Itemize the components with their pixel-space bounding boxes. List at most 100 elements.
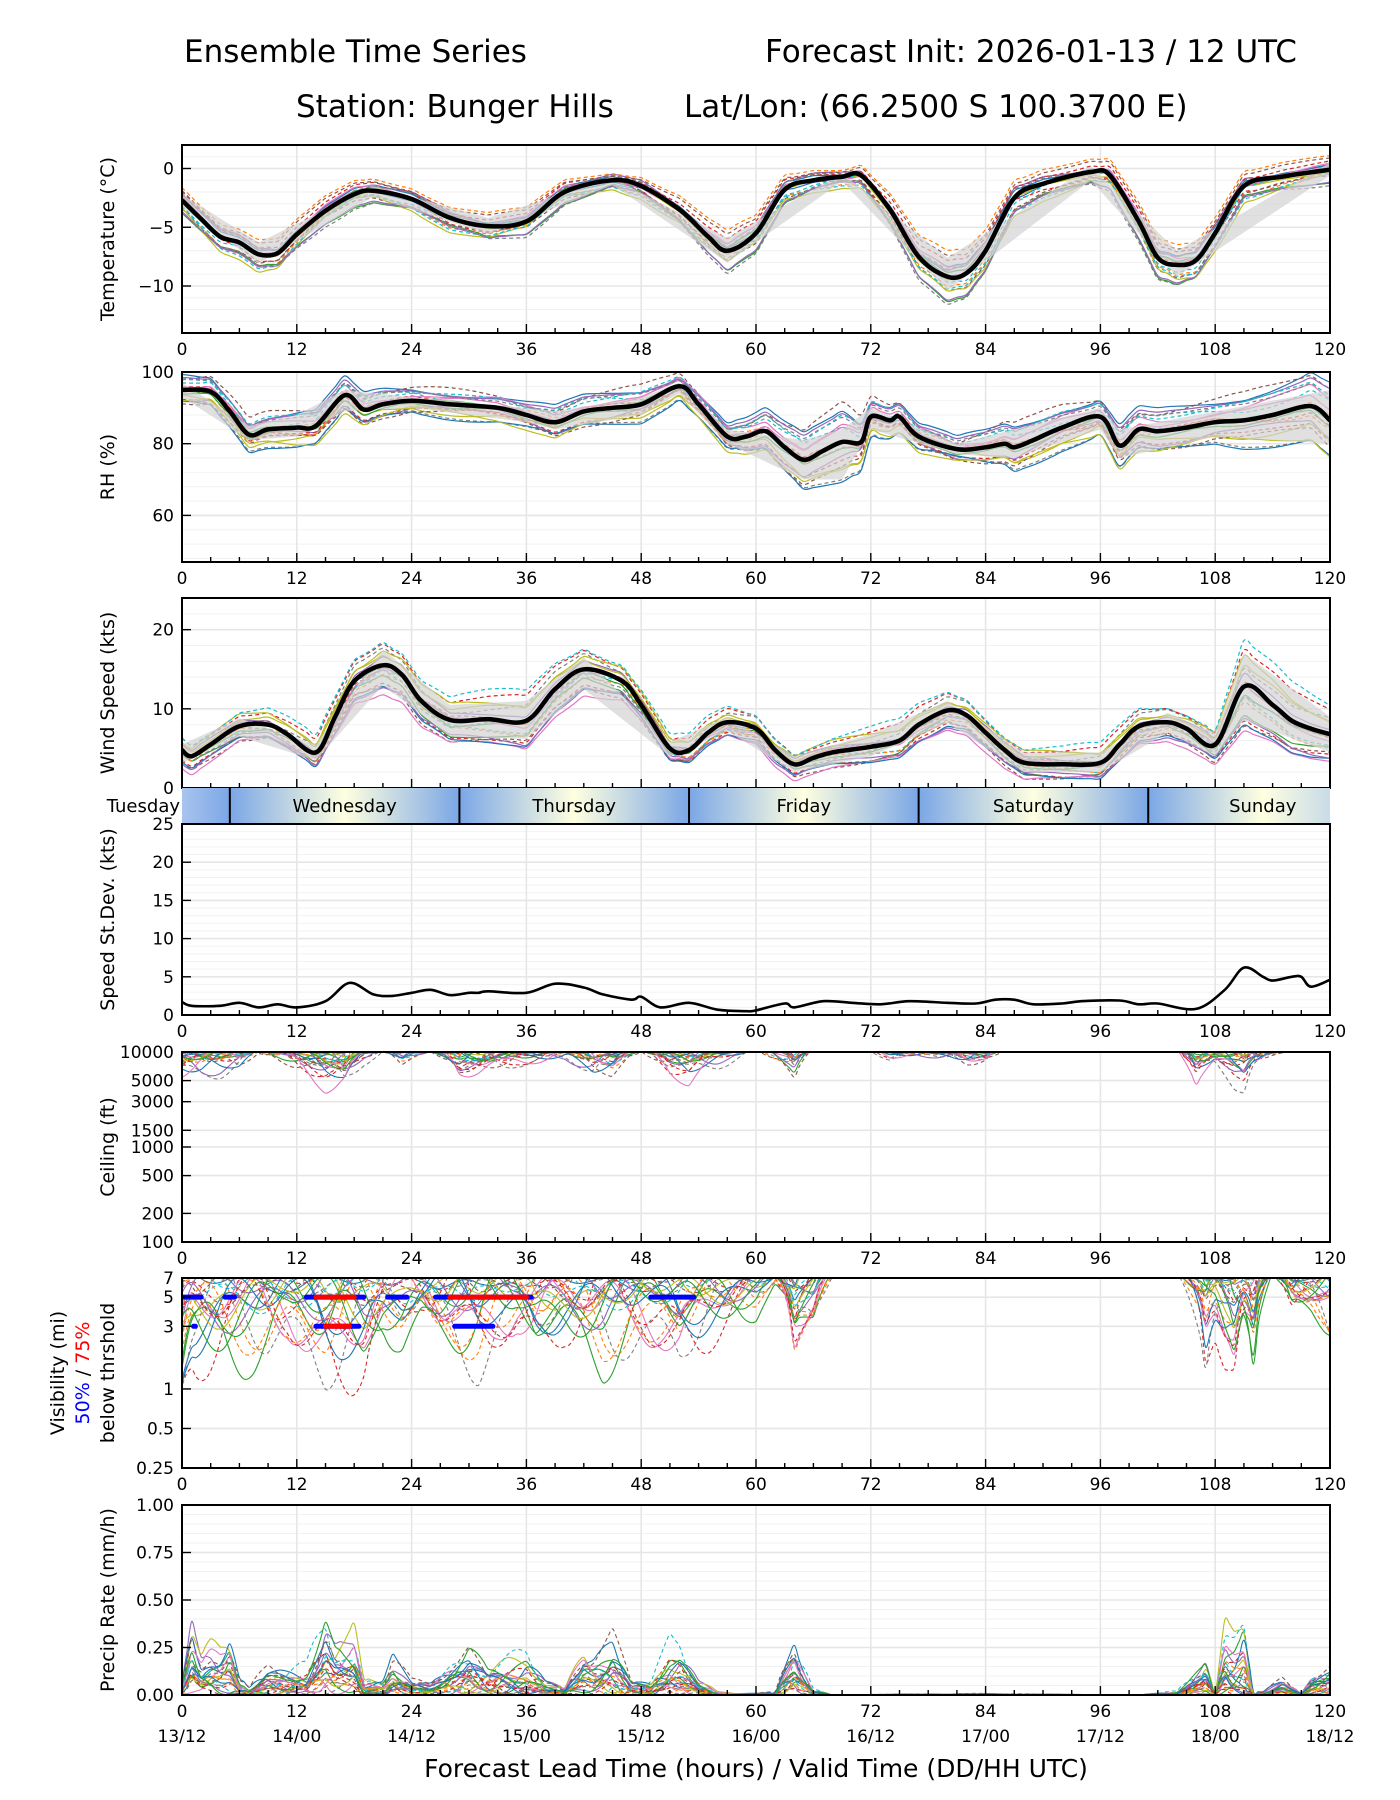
x-tick-label: 84 bbox=[975, 1249, 997, 1269]
valid-time-label: 14/00 bbox=[272, 1727, 321, 1747]
x-tick-label: 120 bbox=[1314, 1249, 1346, 1269]
x-tick-label: 96 bbox=[1090, 1249, 1112, 1269]
x-tick-label: 120 bbox=[1314, 1475, 1346, 1495]
x-tick-label: 24 bbox=[401, 1475, 423, 1495]
panel-visibility: 0 12 24 36 48 60 72 84 96 108 12075310.50.25Visibi… bbox=[47, 1264, 1346, 1495]
y-tick-label: 7 bbox=[163, 1269, 174, 1289]
y-axis-label: Speed St.Dev. (kts) bbox=[97, 828, 119, 1011]
x-tick-label: 60 bbox=[745, 340, 767, 360]
x-tick-label: 48 bbox=[630, 1702, 652, 1722]
y-axis-label: Temperature (°C) bbox=[97, 157, 119, 322]
y-tick-label: 25 bbox=[152, 815, 174, 835]
x-tick-label: 12 bbox=[286, 340, 308, 360]
visibility-threshold-label: 50% / 75% below thrshold bbox=[72, 1303, 119, 1443]
prob-50-label: 50% bbox=[72, 1382, 94, 1424]
y-tick-label: 200 bbox=[142, 1204, 174, 1224]
day-segment bbox=[182, 788, 230, 824]
x-tick-label: 72 bbox=[860, 1702, 882, 1722]
x-tick-label: 120 bbox=[1314, 569, 1346, 589]
y-tick-label: 0.00 bbox=[136, 1686, 174, 1706]
x-tick-label: 24 bbox=[401, 340, 423, 360]
valid-time-label: 15/12 bbox=[617, 1727, 666, 1747]
x-tick-label: 108 bbox=[1199, 1475, 1231, 1495]
y-tick-label: 5 bbox=[163, 968, 174, 988]
day-label: Sunday bbox=[1229, 796, 1297, 817]
y-tick-label: 100 bbox=[142, 1233, 174, 1253]
y-tick-label: 0.75 bbox=[136, 1544, 174, 1564]
x-tick-label: 24 bbox=[401, 569, 423, 589]
x-tick-label: 0 bbox=[177, 340, 188, 360]
x-tick-label: 84 bbox=[975, 1022, 997, 1042]
y-tick-label: 10 bbox=[152, 930, 174, 950]
y-tick-label: 80 bbox=[152, 435, 174, 455]
y-tick-label: 5 bbox=[163, 1288, 174, 1308]
x-tick-label: 108 bbox=[1199, 1249, 1231, 1269]
y-tick-label: 0.5 bbox=[147, 1419, 174, 1439]
x-tick-label: 60 bbox=[745, 1702, 767, 1722]
y-tick-label: 10 bbox=[152, 700, 174, 720]
valid-time-label: 16/12 bbox=[846, 1727, 895, 1747]
valid-time-label: 16/00 bbox=[732, 1727, 781, 1747]
valid-time-label: 14/12 bbox=[387, 1727, 436, 1747]
x-tick-label: 48 bbox=[630, 569, 652, 589]
day-label: Tuesday bbox=[106, 796, 181, 817]
y-tick-label: −5 bbox=[149, 218, 174, 238]
y-tick-label: 0.25 bbox=[136, 1459, 174, 1479]
y-axis-label: RH (%) bbox=[97, 434, 119, 500]
x-tick-label: 72 bbox=[860, 1022, 882, 1042]
y-tick-label: 15 bbox=[152, 891, 174, 911]
valid-time-label: 18/00 bbox=[1191, 1727, 1240, 1747]
y-tick-label: 20 bbox=[152, 621, 174, 641]
y-axis-label: Precip Rate (mm/h) bbox=[97, 1508, 119, 1692]
x-tick-label: 36 bbox=[516, 1702, 538, 1722]
x-tick-label: 96 bbox=[1090, 340, 1112, 360]
prob-75-label: 75% bbox=[72, 1322, 94, 1364]
day-label: Friday bbox=[777, 796, 832, 817]
y-tick-label: 0.25 bbox=[136, 1639, 174, 1659]
y-tick-label: 1000 bbox=[131, 1138, 174, 1158]
x-tick-label: 84 bbox=[975, 569, 997, 589]
threshold-prob-label: 50% / 75% bbox=[72, 1322, 94, 1425]
x-tick-label: 0 bbox=[177, 1022, 188, 1042]
x-tick-label: 24 bbox=[401, 1249, 423, 1269]
x-tick-label: 36 bbox=[516, 1022, 538, 1042]
x-tick-label: 120 bbox=[1314, 1022, 1346, 1042]
x-tick-label: 96 bbox=[1090, 1702, 1112, 1722]
panel-temperature: 0 12 24 36 48 60 72 84 96 108 1200−5−10Temperature… bbox=[97, 145, 1346, 360]
y-tick-label: 500 bbox=[142, 1167, 174, 1187]
x-tick-label: 96 bbox=[1090, 569, 1112, 589]
day-label: Thursday bbox=[531, 796, 616, 817]
x-tick-label: 108 bbox=[1199, 1702, 1231, 1722]
x-tick-label: 120 bbox=[1314, 1702, 1346, 1722]
x-tick-label: 84 bbox=[975, 1475, 997, 1495]
x-tick-label: 0 bbox=[177, 1702, 188, 1722]
x-tick-label: 36 bbox=[516, 340, 538, 360]
x-tick-label: 108 bbox=[1199, 340, 1231, 360]
y-axis-label: Wind Speed (kts) bbox=[97, 612, 119, 775]
x-tick-label: 72 bbox=[860, 340, 882, 360]
y-tick-label: 60 bbox=[152, 506, 174, 526]
x-tick-label: 84 bbox=[975, 1702, 997, 1722]
y-tick-label: 1 bbox=[163, 1380, 174, 1400]
x-tick-label: 24 bbox=[401, 1702, 423, 1722]
prob-separator: / bbox=[72, 1364, 94, 1382]
y-tick-label: 1.00 bbox=[136, 1496, 174, 1516]
valid-time-axis: 13/12 14/00 14/12 15/00 15/12 16/00 16/12 17/00… bbox=[158, 1727, 1355, 1783]
x-tick-label: 24 bbox=[401, 1022, 423, 1042]
x-tick-label: 120 bbox=[1314, 340, 1346, 360]
y-tick-label: 3 bbox=[163, 1317, 174, 1337]
y-tick-label: 3000 bbox=[131, 1093, 174, 1113]
x-tick-label: 12 bbox=[286, 1702, 308, 1722]
x-tick-label: 36 bbox=[516, 569, 538, 589]
valid-time-label: 13/12 bbox=[158, 1727, 207, 1747]
x-tick-label: 48 bbox=[630, 1022, 652, 1042]
x-tick-label: 12 bbox=[286, 1249, 308, 1269]
day-band: Tuesday Wednesday Thursday Friday Saturday Su… bbox=[106, 788, 1330, 824]
x-tick-label: 36 bbox=[516, 1249, 538, 1269]
x-tick-label: 60 bbox=[745, 1022, 767, 1042]
y-tick-label: 0.50 bbox=[136, 1591, 174, 1611]
x-tick-label: 96 bbox=[1090, 1475, 1112, 1495]
